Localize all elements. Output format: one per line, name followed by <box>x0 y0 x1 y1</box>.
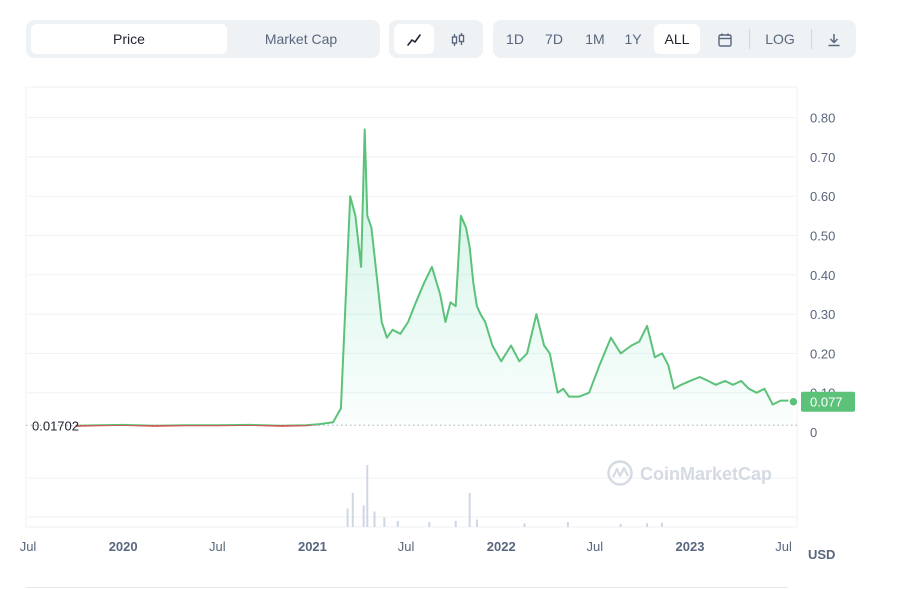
volume-bar <box>454 520 457 527</box>
tab-market-cap[interactable]: Market Cap <box>264 31 338 47</box>
range-all[interactable]: ALL <box>654 24 700 54</box>
volume-bar <box>619 523 622 527</box>
y-tick-label: 0.20 <box>810 346 835 361</box>
volume-bar <box>468 492 471 527</box>
chart-type-toggle <box>389 20 483 58</box>
current-price-label: 0.077 <box>810 395 843 410</box>
calendar-icon <box>718 33 732 47</box>
volume-bar <box>396 520 399 527</box>
download-icon <box>828 34 840 47</box>
y-tick-label: 0.70 <box>810 150 835 165</box>
x-tick-label: Jul <box>209 539 226 554</box>
y-tick-label: 0.80 <box>810 111 835 126</box>
range-1y[interactable]: 1Y <box>624 31 642 47</box>
tab-price[interactable]: Price <box>31 24 227 54</box>
volume-bar <box>373 511 376 527</box>
y-tick-label: 0.30 <box>810 307 835 322</box>
grid <box>26 117 797 518</box>
price-lines <box>75 128 794 427</box>
x-axis: Jul 2020 Jul 2021 Jul 2022 Jul 2023 Jul <box>20 539 792 554</box>
chart-footer-divider <box>26 587 788 588</box>
volume-bar <box>366 465 369 527</box>
y-axis: 00.100.200.300.400.500.600.700.80 <box>810 111 835 440</box>
date-picker-button[interactable] <box>707 24 743 54</box>
range-1m[interactable]: 1M <box>585 31 605 47</box>
range-7d[interactable]: 7D <box>545 31 563 47</box>
y-tick-label: 0.50 <box>810 229 835 244</box>
x-tick-year-label: 2023 <box>676 539 705 554</box>
volume-bar <box>351 492 354 527</box>
candlestick-chart-icon <box>451 33 465 47</box>
y-tick-label: 0.40 <box>810 268 835 283</box>
coinmarketcap-logo-icon <box>607 460 633 486</box>
line-chart-icon <box>407 34 421 47</box>
volume-bar <box>646 523 649 527</box>
download-button[interactable] <box>817 24 851 54</box>
current-price-marker <box>788 396 799 407</box>
x-tick-year-label: 2021 <box>298 539 327 554</box>
y-tick-label: 0.60 <box>810 189 835 204</box>
toolbar-divider <box>749 29 750 49</box>
watermark-text: CoinMarketCap <box>640 464 772 484</box>
current-price-tag <box>801 391 855 412</box>
candlestick-chart-button[interactable] <box>438 24 478 54</box>
x-tick-label: Jul <box>587 539 604 554</box>
volume-bar <box>523 523 526 527</box>
x-tick-year-label: 2020 <box>109 539 138 554</box>
log-scale-button[interactable]: LOG <box>765 31 795 47</box>
line-chart-button[interactable] <box>394 24 434 54</box>
volume-bar <box>428 522 431 527</box>
x-tick-label: Jul <box>20 539 37 554</box>
x-tick-label: Jul <box>398 539 415 554</box>
price-marketcap-toggle: Price Market Cap <box>26 20 380 58</box>
x-tick-label: Jul <box>775 539 792 554</box>
y-tick-label: 0 <box>810 425 817 440</box>
volume-bar <box>362 505 365 527</box>
volume-bars <box>346 465 664 527</box>
price-line-above-baseline <box>75 128 794 426</box>
volume-bar <box>346 508 349 527</box>
baseline-label: 0.01702 <box>32 418 79 433</box>
time-range-toolbar: 1D 7D 1M 1Y ALL LOG <box>493 20 856 58</box>
volume-bar <box>566 522 569 527</box>
currency-label: USD <box>808 547 835 562</box>
volume-bar <box>475 519 478 527</box>
chart-frame <box>25 86 798 528</box>
volume-bar <box>383 517 386 527</box>
x-tick-year-label: 2022 <box>487 539 516 554</box>
range-1d[interactable]: 1D <box>506 31 524 47</box>
watermark: CoinMarketCap <box>607 460 772 486</box>
toolbar-divider <box>811 29 812 49</box>
volume-bar <box>661 522 664 527</box>
